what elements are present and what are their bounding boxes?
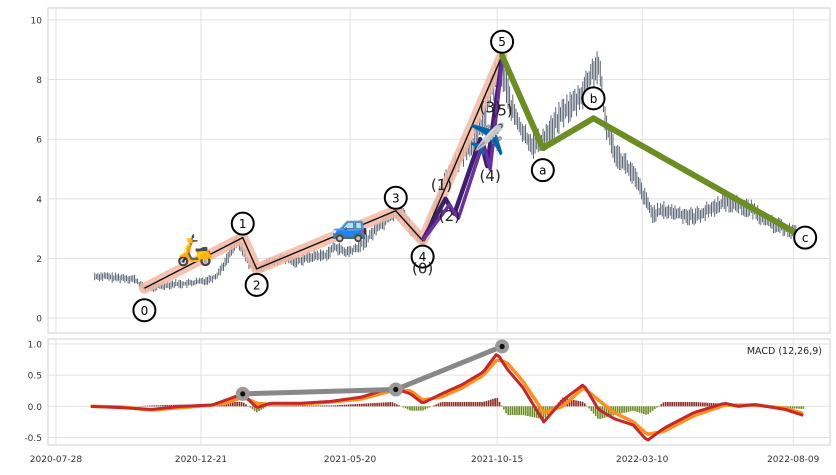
wave-label-circle: 4 <box>410 244 435 269</box>
x-tick-label: 2021-10-15 <box>471 455 523 465</box>
wave-label-circle: 1 <box>230 211 255 236</box>
correction-wave-line <box>499 52 808 241</box>
macd-y-tick-label: 1.0 <box>28 340 43 350</box>
sub-wave-label: (5) <box>491 101 512 119</box>
x-tick-label: 2021-05-20 <box>324 455 377 465</box>
sub-wave-label: (0) <box>412 259 433 277</box>
sub-wave-line <box>420 58 505 242</box>
wave-label-text: 3 <box>392 191 400 205</box>
macd-plot-area <box>47 338 831 446</box>
macd-y-tick-label: -0.5 <box>24 434 42 444</box>
wave-label-circle: 2 <box>244 272 269 297</box>
x-tick-label: 2020-07-28 <box>30 455 83 465</box>
wave-label-ring <box>490 29 515 54</box>
wave-label-ring <box>793 225 818 250</box>
emoji-marker: 🚙 <box>331 209 368 244</box>
sub-wave-label: (3) <box>480 98 501 116</box>
wave-label-ring <box>383 185 408 210</box>
price-y-tick-label: 6 <box>36 136 42 146</box>
wave-label-circle: 0 <box>132 298 157 323</box>
wave-label-circle: b <box>581 86 606 111</box>
wave-label-text: 0 <box>141 304 149 318</box>
macd-legend: MACD (12,26,9) <box>747 346 822 357</box>
x-tick-label: 2022-08-09 <box>767 455 820 465</box>
price-plot-area <box>47 7 831 334</box>
wave-label-circle: c <box>793 225 818 250</box>
connector-node-dot <box>240 391 246 397</box>
macd-y-tick-label: 0.0 <box>28 403 43 413</box>
sub-wave-label: (4) <box>480 167 501 185</box>
price-y-tick-label: 10 <box>31 16 43 26</box>
wave-label-ring <box>230 211 255 236</box>
wave-label-ring <box>530 158 555 183</box>
sub-wave-label: (1) <box>431 176 452 194</box>
price-panel: 0 2 4 6 8 10 0 1 2 3 4 5 a b c (0) (1) (2) (3) (4) (5) 🛵 🚙 ✈️ <box>31 7 831 334</box>
wave-label-ring <box>132 298 157 323</box>
sub-wave-label: (2) <box>439 207 460 225</box>
sub-wave-line <box>421 61 504 242</box>
price-y-tick-label: 8 <box>36 76 42 86</box>
wave-label-circle: 3 <box>383 185 408 210</box>
price-y-tick-label: 0 <box>36 315 42 325</box>
connector-node-dot <box>393 386 399 393</box>
emoji-marker: 🛵 <box>176 233 213 268</box>
macd-line <box>90 353 804 442</box>
wave-label-circle: a <box>530 158 555 183</box>
x-tick-label: 2022-03-10 <box>616 455 669 465</box>
wave-label-text: 1 <box>239 217 247 231</box>
price-y-tick-label: 2 <box>36 255 42 265</box>
macd-y-tick-label: 0.5 <box>28 372 42 382</box>
price-y-tick-label: 4 <box>36 195 42 205</box>
wave-label-text: a <box>539 164 546 178</box>
wave-label-circle: 5 <box>490 29 515 54</box>
wave-label-text: 4 <box>419 250 427 264</box>
wave-label-text: 2 <box>253 278 261 292</box>
macd-panel: -0.5 0.0 0.5 1.0 MACD (12,26,9) <box>24 338 831 446</box>
wave-label-text: c <box>802 231 809 245</box>
impulse-wave-line <box>144 55 503 289</box>
wave-label-ring <box>410 244 435 269</box>
wave-label-text: 5 <box>498 35 506 49</box>
wave-label-ring <box>581 86 606 111</box>
x-tick-label: 2020-12-21 <box>175 455 227 465</box>
x-axis: 2020-07-28 2020-12-21 2021-05-20 2021-10-15… <box>30 455 820 465</box>
connector-node-dot <box>499 343 505 350</box>
wave-label-text: b <box>590 92 598 106</box>
wave-label-ring <box>244 272 269 297</box>
emoji-marker: ✈️ <box>469 121 506 158</box>
